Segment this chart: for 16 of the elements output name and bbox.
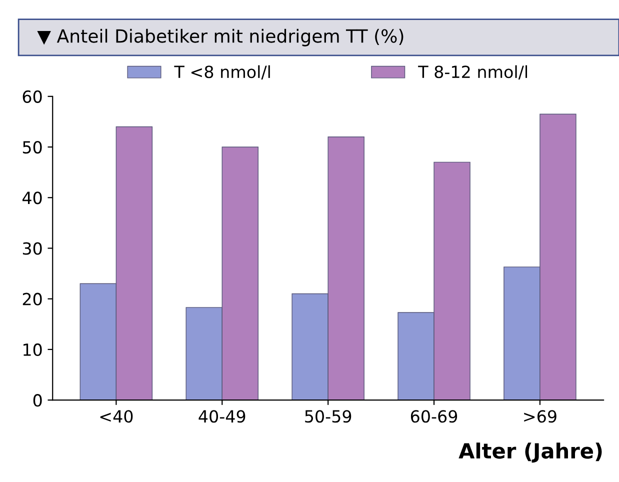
y-tick-label: 0 xyxy=(33,394,42,407)
x-tick-label: <40 xyxy=(100,410,133,423)
y-tick-label: 20 xyxy=(22,292,42,306)
legend-label: T 8-12 nmol/l xyxy=(418,65,528,80)
chart-title: ▼ Anteil Diabetiker mit niedrigem TT (%) xyxy=(37,28,404,46)
x-tick-label: 60-69 xyxy=(410,410,458,423)
legend-label: T <8 nmol/l xyxy=(174,65,270,80)
x-tick-label: 50-59 xyxy=(305,410,352,423)
y-tick-label: 10 xyxy=(24,343,42,356)
y-tick-label: 30 xyxy=(22,242,42,255)
x-tick-label: 40-49 xyxy=(198,410,246,423)
y-tick-label: 60 xyxy=(22,90,42,103)
y-tick-label: 50 xyxy=(22,140,42,154)
x-axis-title: Alter (Jahre) xyxy=(458,442,602,463)
x-tick-label: >69 xyxy=(524,410,556,423)
y-tick-label: 40 xyxy=(22,192,42,204)
